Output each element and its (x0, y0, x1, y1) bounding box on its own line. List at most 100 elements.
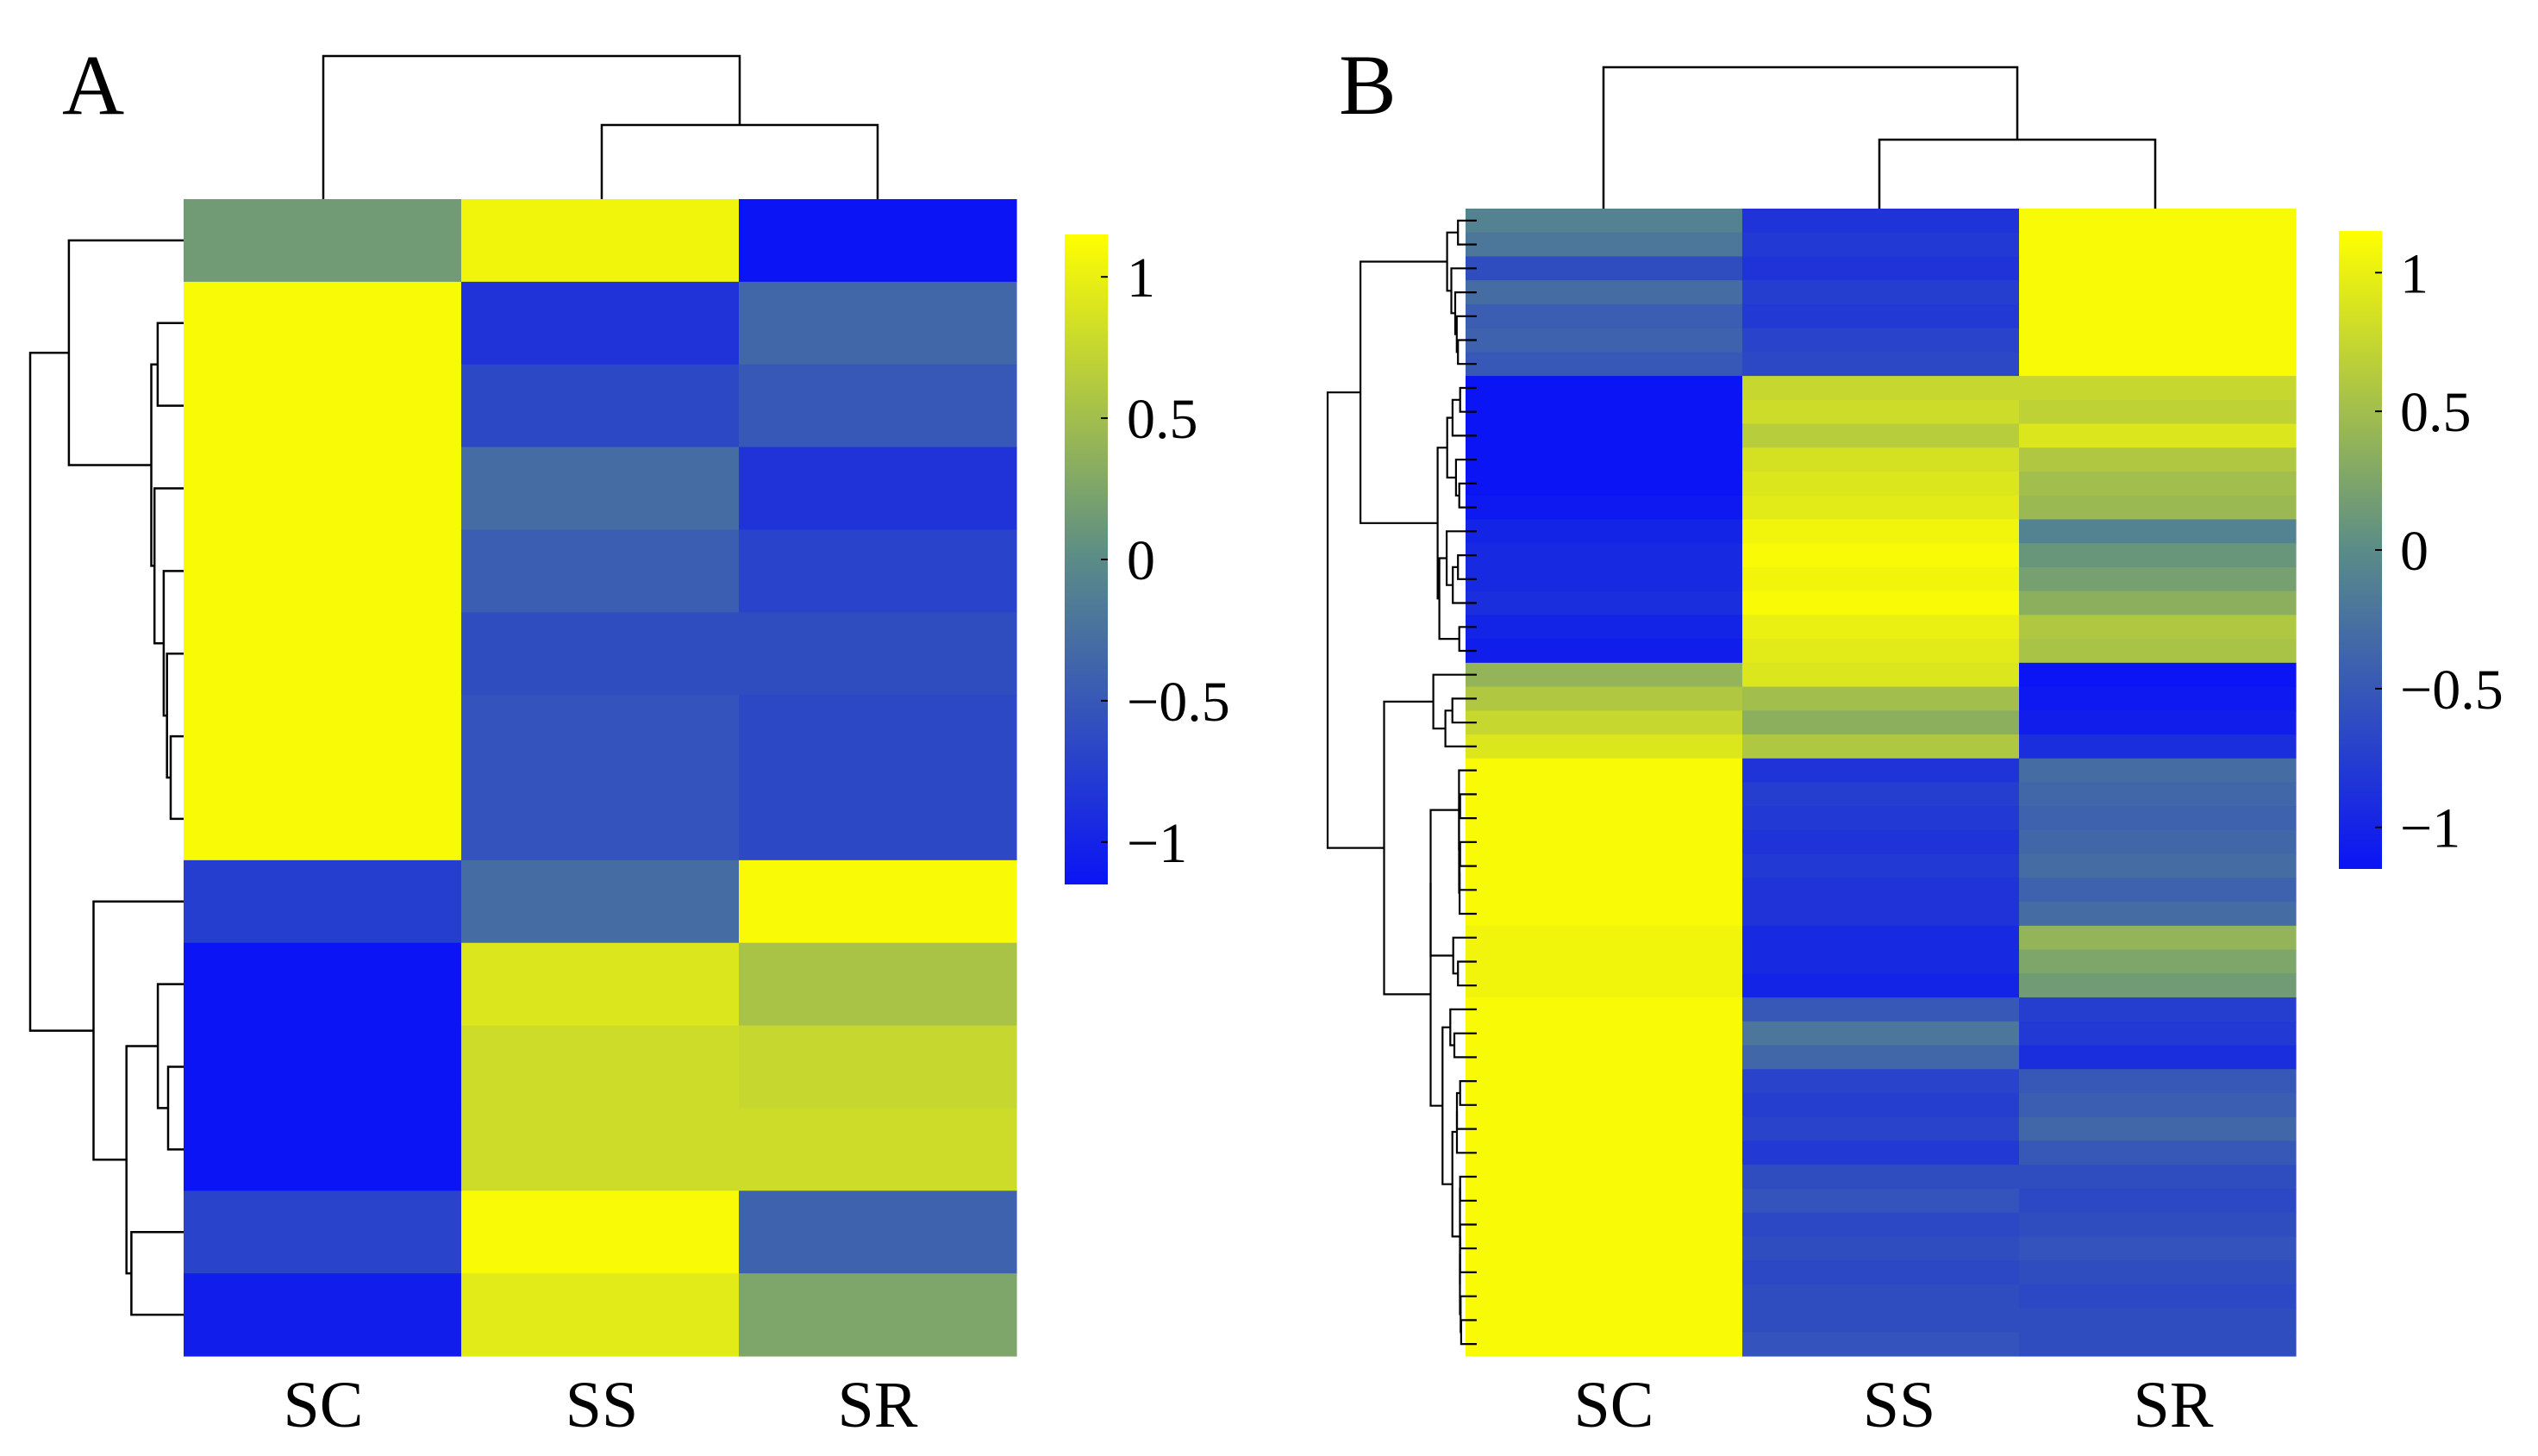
heatmap-cell (1466, 878, 1743, 903)
heatmap-cell (1466, 1165, 1743, 1190)
heatmap-cell (739, 612, 1017, 696)
panel-a-colorbar-tick-label: −0.5 (1127, 671, 1230, 734)
heatmap-cell (1742, 209, 2020, 234)
heatmap-cell (2019, 1069, 2297, 1094)
heatmap-cell (1742, 1021, 2020, 1047)
heatmap-cell (1466, 734, 1743, 759)
panel-b-colorbar-tick-label: −0.5 (2400, 659, 2504, 722)
heatmap-cell (2019, 734, 2297, 759)
heatmap-cell (2019, 878, 2297, 903)
heatmap-cell (2019, 1332, 2297, 1357)
heatmap-cell (2019, 232, 2297, 258)
heatmap-cell (1466, 543, 1743, 568)
heatmap-cell (739, 1273, 1017, 1357)
heatmap-cell (1466, 472, 1743, 497)
heatmap-cell (1466, 209, 1743, 234)
panel-b-row-dendrogram (1326, 219, 1477, 1346)
heatmap-cell (461, 281, 740, 366)
heatmap-cell (1742, 1260, 2020, 1285)
heatmap-cell (1742, 303, 2020, 329)
heatmap-cell (1466, 376, 1743, 401)
heatmap-cell (1466, 829, 1743, 855)
heatmap-cell (461, 1273, 740, 1357)
heatmap-cell (1466, 1116, 1743, 1142)
heatmap-cell (1466, 303, 1743, 329)
heatmap-cell (2019, 376, 2297, 401)
heatmap-cell (1742, 1332, 2020, 1357)
heatmap-cell (739, 529, 1017, 613)
heatmap-cell (184, 364, 462, 448)
heatmap-cell (461, 1108, 740, 1191)
heatmap-cell (2019, 1116, 2297, 1142)
heatmap-cell (1742, 1165, 2020, 1190)
heatmap-cell (1742, 925, 2020, 951)
panel-a-heatmap-cells (184, 199, 1017, 1357)
heatmap-cell (2019, 1165, 2297, 1190)
row-dendrogram-link (28, 351, 94, 1032)
row-dendrogram-link (1429, 883, 1443, 1107)
heatmap-cell (1466, 1284, 1743, 1309)
heatmap-cell (1742, 399, 2020, 425)
heatmap-cell (1742, 878, 2020, 903)
heatmap-cell (184, 1025, 462, 1109)
heatmap-cell (1466, 352, 1743, 377)
heatmap-cell (2019, 1284, 2297, 1309)
panel-b-colorbar-tick-label: −1 (2400, 797, 2460, 860)
heatmap-cell (1742, 1212, 2020, 1237)
heatmap-cell (2019, 472, 2297, 497)
heatmap-cell (1742, 566, 2020, 592)
heatmap-cell (1466, 1260, 1743, 1285)
heatmap-cell (1466, 328, 1743, 353)
heatmap-cell (461, 1025, 740, 1109)
heatmap-cell (1742, 1069, 2020, 1094)
panel-a-column-dendrogram (322, 54, 879, 199)
heatmap-cell (739, 199, 1017, 283)
panel-a-label: A (62, 37, 124, 133)
panel-a-col-label-ss: SS (566, 1369, 639, 1441)
heatmap-cell (739, 1025, 1017, 1109)
heatmap-cell (1742, 710, 2020, 735)
panel-a-colorbar: 1 0.5 0 −0.5 −1 (1065, 234, 1230, 884)
panel-b-colorbar-ticks (2375, 272, 2382, 828)
heatmap-cell (1742, 734, 2020, 759)
heatmap-cell (2019, 566, 2297, 592)
heatmap-cell (461, 695, 740, 778)
heatmap-cell (2019, 853, 2297, 879)
panel-a-colorbar-ticks (1101, 276, 1108, 843)
heatmap-cell (184, 447, 462, 531)
heatmap-cell (1466, 1236, 1743, 1261)
heatmap-cell (2019, 662, 2297, 688)
heatmap-cell (1466, 1069, 1743, 1094)
heatmap-cell (2019, 303, 2297, 329)
heatmap-cell (1466, 662, 1743, 688)
heatmap-cell (1466, 806, 1743, 831)
heatmap-cell (461, 1190, 740, 1274)
heatmap-cell (184, 1273, 462, 1357)
heatmap-cell (1742, 256, 2020, 281)
heatmap-cell (1466, 997, 1743, 1022)
heatmap-cell (1466, 973, 1743, 998)
panel-b-heatmap-cells (1466, 209, 2297, 1357)
heatmap-cell (1466, 1212, 1743, 1237)
panel-b-colorbar-tick-label: 1 (2400, 242, 2429, 305)
heatmap-cell (2019, 949, 2297, 974)
panel-b-colorbar-gradient (2339, 231, 2382, 869)
heatmap-cell (2019, 1260, 2297, 1285)
heatmap-cell (1742, 352, 2020, 377)
heatmap-cell (1466, 758, 1743, 784)
heatmap-cell (1742, 472, 2020, 497)
heatmap-cell (461, 859, 740, 944)
panel-a-col-link-root (322, 54, 741, 199)
heatmap-cell (2019, 925, 2297, 951)
heatmap-cell (1466, 1140, 1743, 1165)
heatmap-cell (461, 199, 740, 283)
heatmap-cell (461, 447, 740, 531)
heatmap-cell (1742, 328, 2020, 353)
heatmap-cell (2019, 423, 2297, 448)
heatmap-cell (1742, 1045, 2020, 1070)
heatmap-cell (1742, 1284, 2020, 1309)
panel-b-column-labels: SC SS SR (1574, 1369, 2214, 1441)
heatmap-cell (2019, 447, 2297, 472)
heatmap-cell (1742, 615, 2020, 640)
